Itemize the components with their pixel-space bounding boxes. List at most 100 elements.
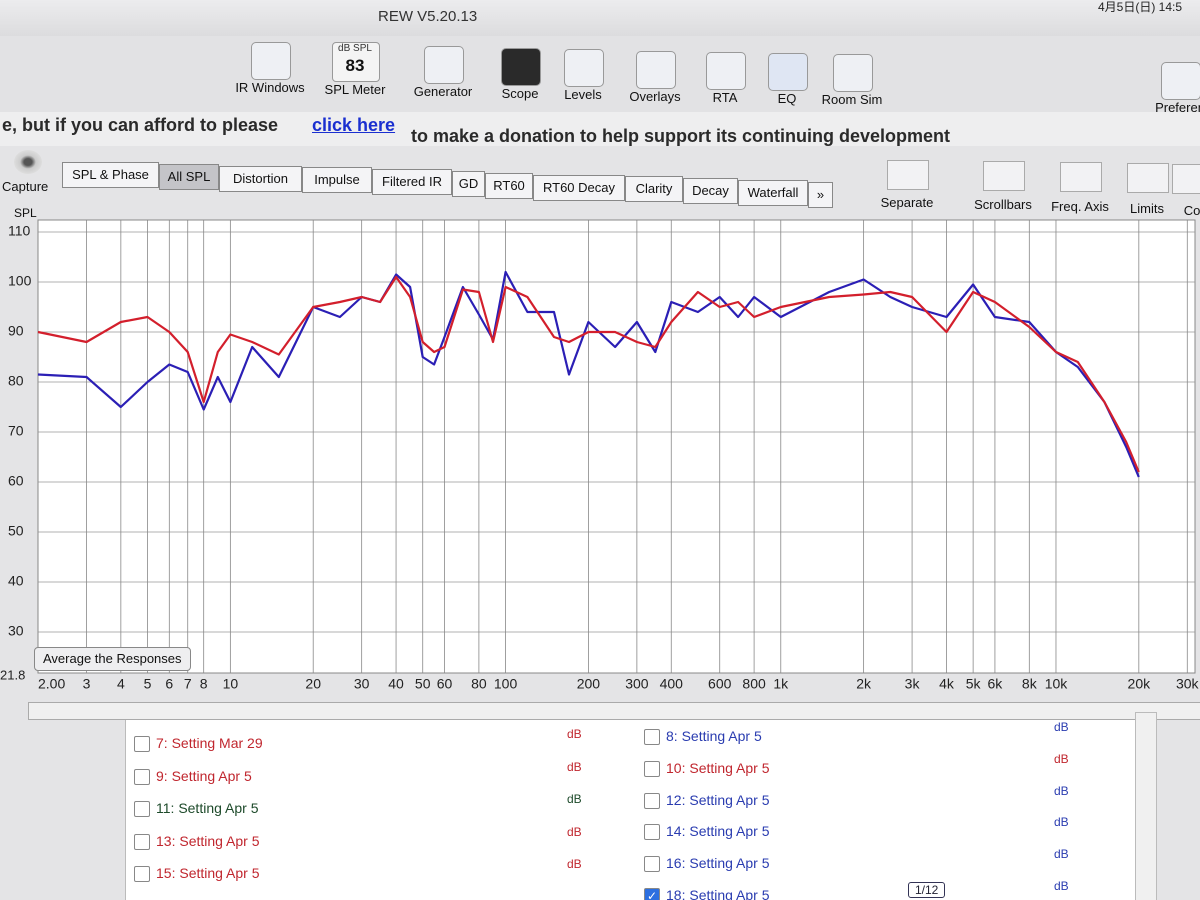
measurement-label[interactable]: 9: Setting Apr 5 (156, 767, 252, 784)
measurement-label[interactable]: 10: Setting Apr 5 (666, 759, 770, 776)
checkbox[interactable] (644, 792, 660, 809)
tab-selected[interactable]: All SPL (159, 163, 219, 190)
y-tick-label: 80 (8, 373, 24, 389)
unit-label: dB (567, 759, 582, 774)
measurement-label[interactable]: 11: Setting Apr 5 (156, 800, 259, 816)
tab[interactable]: SPL & Phase (62, 162, 159, 188)
toolbar-icon[interactable] (251, 42, 291, 80)
tab[interactable]: » (808, 181, 833, 208)
measurement-label[interactable]: 15: Setting Apr 5 (156, 865, 260, 881)
tab[interactable]: RT60 (485, 172, 533, 199)
toolbar-icon[interactable] (833, 54, 873, 92)
measurement-label[interactable]: 12: Setting Apr 5 (666, 791, 770, 808)
measurement-label[interactable]: 7: Setting Mar 29 (156, 735, 263, 751)
x-tick-label: 3k (905, 676, 921, 692)
x-tick-label: 2k (856, 676, 872, 692)
checkbox[interactable] (134, 736, 150, 752)
x-tick-label: 10 (223, 676, 239, 692)
x-tick-label: 30 (354, 676, 370, 692)
measurement-label[interactable]: 18: Setting Apr 5 (666, 887, 770, 900)
toolbar-label[interactable]: EQ (777, 91, 797, 106)
unit-label: dB (1054, 720, 1069, 734)
tab[interactable]: Clarity (625, 176, 683, 203)
x-tick-label: 50 (415, 676, 431, 692)
toolbar-label[interactable]: RTA (712, 90, 738, 105)
checkbox[interactable] (134, 768, 150, 785)
toolbar-label[interactable]: SPL Meter (324, 82, 386, 97)
toolbar-label[interactable]: Preferen (1155, 100, 1200, 115)
checkbox[interactable] (134, 833, 150, 850)
tool-icon[interactable] (1060, 162, 1102, 192)
measurement-label[interactable]: 16: Setting Apr 5 (666, 855, 770, 872)
toolbar-label[interactable]: IR Windows (235, 80, 305, 95)
x-tick-label: 2.00 (38, 676, 65, 692)
tool-icon[interactable] (887, 160, 929, 190)
banner-link[interactable]: click here (312, 115, 396, 135)
x-tick-label: 8 (200, 676, 208, 692)
x-tick-label: 7 (184, 676, 192, 692)
measurement-label[interactable]: 14: Setting Apr 5 (666, 823, 770, 840)
x-tick-label: 100 (494, 676, 518, 692)
average-button[interactable]: Average the Responses (34, 647, 191, 671)
x-tick-label: 1k (773, 676, 789, 692)
toolbar-label[interactable]: Scope (501, 86, 539, 101)
toolbar-label[interactable]: Room Sim (821, 92, 883, 107)
tab[interactable]: Decay (683, 178, 738, 205)
tool-icon[interactable] (1172, 164, 1200, 194)
x-tick-label: 80 (471, 676, 487, 692)
tab[interactable]: Impulse (302, 167, 372, 194)
x-tick-label: 4k (939, 676, 955, 692)
unit-label: dB (567, 857, 582, 871)
tab[interactable]: Waterfall (738, 180, 808, 206)
toolbar-icon[interactable] (564, 49, 604, 87)
x-tick-label: 20 (305, 676, 321, 692)
measurement-label[interactable]: 13: Setting Apr 5 (156, 832, 260, 849)
checkbox[interactable] (644, 729, 660, 745)
x-tick-label: 30k (1176, 676, 1200, 692)
x-tick-label: 60 (437, 676, 453, 692)
toolbar-label[interactable]: Generator (413, 84, 473, 99)
checkbox[interactable] (134, 801, 150, 817)
capture-icon[interactable] (14, 150, 42, 174)
toolbar-icon[interactable] (1161, 62, 1200, 100)
unit-label: dB (567, 727, 582, 741)
tab[interactable]: RT60 Decay (533, 174, 625, 201)
x-tick-label: 600 (708, 676, 732, 692)
measurement-label[interactable]: 8: Setting Apr 5 (666, 728, 762, 744)
toolbar-icon[interactable] (424, 46, 464, 84)
checkbox[interactable] (644, 856, 660, 873)
tool-icon[interactable] (983, 161, 1025, 191)
toolbar-icon[interactable] (706, 52, 746, 90)
checkbox[interactable] (644, 824, 660, 841)
list-scrollbar[interactable] (1135, 712, 1157, 900)
tool-icon[interactable] (1127, 163, 1169, 193)
capture-label[interactable]: Capture (2, 179, 49, 194)
scrollbar[interactable] (28, 702, 1200, 720)
x-tick-label: 6 (165, 676, 173, 692)
tool-label[interactable]: Limits (1130, 201, 1164, 216)
y-tick-label: 30 (8, 623, 24, 639)
checkbox[interactable]: ✓ (644, 888, 660, 900)
banner-text: to make a donation to help support its c… (411, 126, 951, 146)
unit-label: dB (1054, 879, 1069, 893)
title-bar (0, 0, 1200, 36)
banner-bg (0, 112, 1200, 146)
tab[interactable]: Distortion (219, 165, 302, 192)
toolbar-icon[interactable] (501, 48, 541, 86)
tool-label[interactable]: Scrollbars (974, 197, 1032, 212)
toolbar-label[interactable]: Overlays (629, 89, 681, 104)
toolbar-icon[interactable] (636, 51, 676, 89)
window-title: REW V5.20.13 (378, 8, 478, 25)
checkbox[interactable] (644, 760, 660, 777)
tool-label[interactable]: Co (1183, 203, 1200, 218)
tool-label[interactable]: Separate (880, 195, 934, 210)
list-panel (125, 720, 1156, 900)
checkbox[interactable] (134, 866, 150, 882)
banner-text: e, but if you can afford to please (2, 115, 279, 135)
tab[interactable]: Filtered IR (372, 169, 452, 196)
page-indicator[interactable]: 1/12 (908, 882, 946, 898)
tool-label[interactable]: Freq. Axis (1051, 199, 1109, 214)
toolbar-label[interactable]: Levels (564, 87, 602, 102)
tab[interactable]: GD (452, 171, 485, 197)
toolbar-icon[interactable] (768, 53, 808, 91)
